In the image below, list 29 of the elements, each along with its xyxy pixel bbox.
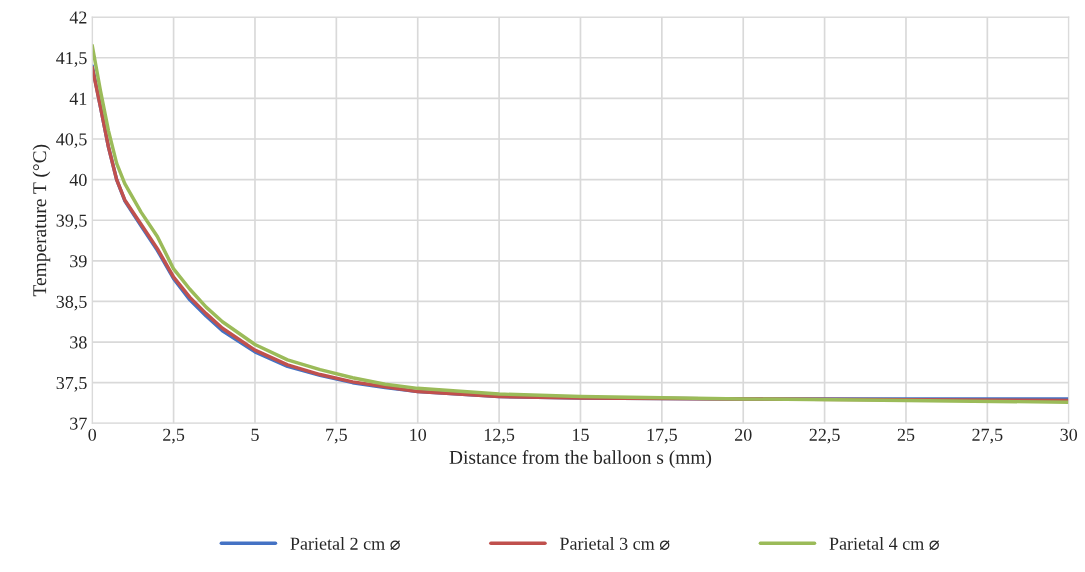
legend-label: Parietal 4 cm ⌀ — [829, 537, 939, 550]
y-tick-label: 41 — [69, 92, 87, 105]
y-tick-label: 41,5 — [56, 52, 87, 67]
x-tick-label: 20 — [734, 428, 752, 441]
y-tick-label: 40 — [69, 173, 87, 187]
legend-label: Parietal 2 cm ⌀ — [290, 537, 400, 550]
x-tick-label: 7,5 — [326, 428, 347, 444]
x-tick-label: 0 — [88, 428, 97, 441]
y-tick-label: 38,5 — [56, 295, 87, 311]
x-tick-label: 25 — [897, 428, 915, 441]
y-tick-label: 39 — [70, 255, 87, 268]
x-tick-label: 27,5 — [972, 428, 1003, 444]
x-tick-label: 2,5 — [163, 428, 185, 444]
x-tick-label: 22,5 — [809, 428, 840, 444]
y-tick-label: 39,5 — [56, 214, 87, 230]
x-tick-label: 17,5 — [647, 428, 677, 444]
x-tick-label: 15 — [573, 428, 589, 441]
x-tick-label: 10 — [410, 428, 427, 441]
y-tick-label: 37 — [70, 417, 87, 430]
x-tick-label: 12,5 — [484, 428, 515, 444]
y-axis-title: Temperature T (°C) — [32, 144, 51, 297]
y-tick-label: 42 — [69, 11, 87, 24]
x-axis-title: Distance from the balloon s (mm) — [449, 450, 712, 468]
y-tick-label: 37,5 — [56, 376, 87, 392]
y-tick-label: 40,5 — [56, 133, 87, 149]
x-tick-label: 30 — [1060, 428, 1078, 441]
y-tick-label: 38 — [70, 336, 87, 349]
legend-label: Parietal 3 cm ⌀ — [559, 537, 670, 550]
x-tick-label: 5 — [251, 428, 259, 441]
